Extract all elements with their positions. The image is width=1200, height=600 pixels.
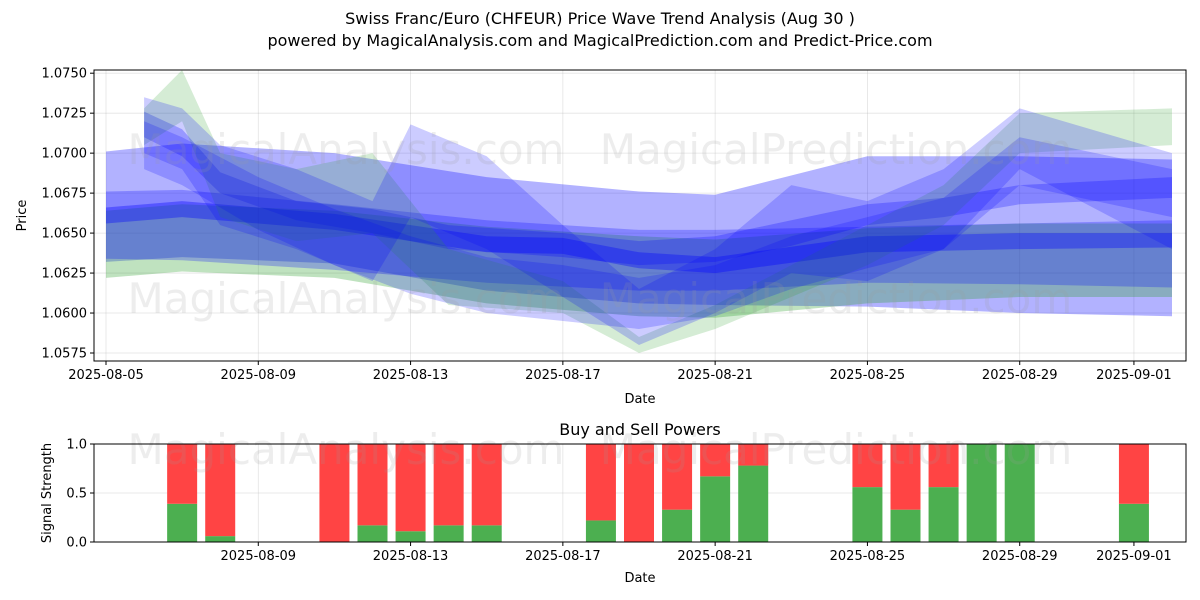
sell-power-bar xyxy=(357,444,388,526)
price-x-tick-label: 2025-08-21 xyxy=(677,368,753,383)
wave-band xyxy=(106,143,1172,317)
buy-power-bar xyxy=(357,525,388,542)
signal-x-tick-label: 2025-08-13 xyxy=(373,549,449,564)
price-y-tick-label: 1.0700 xyxy=(42,147,88,162)
price-y-axis-label: Price xyxy=(15,200,30,232)
buy-power-bar xyxy=(1004,444,1035,542)
sell-power-bar xyxy=(395,444,426,532)
signal-x-tick-label: 2025-09-01 xyxy=(1096,549,1172,564)
signal-panel: Buy and Sell Powers MagicalAnalysis.com M… xyxy=(40,420,1187,586)
watermark-text: MagicalAnalysis.com xyxy=(128,274,565,323)
wave-band xyxy=(106,189,1172,291)
sell-power-bar xyxy=(585,444,616,521)
price-x-tick-label: 2025-08-25 xyxy=(830,368,906,383)
price-x-tick-label: 2025-08-13 xyxy=(373,368,449,383)
signal-y-tick-label: 0.5 xyxy=(66,487,87,502)
price-grid xyxy=(94,70,1186,361)
price-x-tick-label: 2025-08-17 xyxy=(525,368,601,383)
price-y-tick-label: 1.0725 xyxy=(42,107,88,122)
buy-power-bar xyxy=(471,525,502,542)
signal-panel-title: Buy and Sell Powers xyxy=(559,420,721,439)
buy-power-bar xyxy=(700,476,731,542)
signal-x-tick-label: 2025-08-25 xyxy=(830,549,906,564)
watermark-text: MagicalPrediction.com xyxy=(600,425,1073,474)
signal-x-axis-label: Date xyxy=(624,571,655,586)
signal-y-axis-label: Signal Strength xyxy=(40,443,55,543)
price-x-axis-label: Date xyxy=(624,392,655,407)
wave-band xyxy=(144,121,1173,329)
price-y-tick-label: 1.0600 xyxy=(42,307,88,322)
signal-x-tick-label: 2025-08-29 xyxy=(982,549,1058,564)
sell-power-bar xyxy=(319,444,350,542)
price-x-ticks: 2025-08-05 2025-08-09 2025-08-13 2025-08-17… xyxy=(68,361,1172,383)
signal-x-ticks: 2025-08-09 2025-08-13 2025-08-17 2025-08-21… xyxy=(221,542,1172,564)
signal-bars xyxy=(167,444,1149,542)
signal-y-tick-label: 0.0 xyxy=(66,536,87,551)
buy-power-bar xyxy=(433,525,464,542)
price-axes-frame xyxy=(93,69,1187,362)
buy-power-bar xyxy=(928,487,959,542)
price-panel: MagicalAnalysis.com MagicalPrediction.com… xyxy=(15,67,1187,407)
buy-power-bar xyxy=(395,531,426,542)
price-x-tick-label: 2025-08-29 xyxy=(982,368,1058,383)
watermark-text: MagicalPrediction.com xyxy=(600,125,1073,174)
price-x-tick-label: 2025-09-01 xyxy=(1096,368,1172,383)
signal-y-ticks: 0.0 0.5 1.0 xyxy=(66,438,94,551)
wave-band xyxy=(144,111,1173,266)
price-wave-bands xyxy=(106,70,1173,353)
chart-title: Swiss Franc/Euro (CHFEUR) Price Wave Tre… xyxy=(345,9,855,28)
sell-power-bar xyxy=(1118,444,1149,504)
buy-power-bar xyxy=(205,536,236,542)
price-y-tick-label: 1.0750 xyxy=(42,67,88,82)
buy-power-bar xyxy=(966,444,997,542)
sell-power-bar xyxy=(738,444,769,466)
sell-power-bar xyxy=(433,444,464,526)
signal-x-tick-label: 2025-08-17 xyxy=(525,549,601,564)
sell-power-bar xyxy=(700,444,731,477)
wave-band xyxy=(106,201,1172,274)
buy-power-bar xyxy=(1118,503,1149,542)
price-y-ticks: 1.0575 1.0600 1.0625 1.0650 1.0675 1.0700 1.07… xyxy=(42,67,94,362)
sell-power-bar xyxy=(205,444,236,537)
buy-power-bar xyxy=(890,509,921,542)
sell-power-bar xyxy=(167,444,198,504)
price-y-tick-label: 1.0650 xyxy=(42,227,88,242)
price-y-tick-label: 1.0675 xyxy=(42,187,88,202)
signal-y-tick-label: 1.0 xyxy=(66,438,87,453)
wave-band xyxy=(106,204,1172,318)
watermark-text: MagicalAnalysis.com xyxy=(128,125,565,174)
buy-power-bar xyxy=(738,465,769,542)
buy-power-bar xyxy=(585,520,616,542)
sell-power-bar xyxy=(624,444,654,542)
buy-power-bar xyxy=(662,509,693,542)
sell-power-bar xyxy=(852,444,883,488)
sell-power-bar xyxy=(928,444,959,488)
watermark-text: MagicalAnalysis.com xyxy=(128,425,565,474)
price-y-tick-label: 1.0575 xyxy=(42,347,88,362)
signal-x-tick-label: 2025-08-09 xyxy=(221,549,297,564)
sell-power-bar xyxy=(662,444,693,510)
price-x-tick-label: 2025-08-05 xyxy=(68,368,144,383)
buy-power-bar xyxy=(852,487,883,542)
sell-power-bar xyxy=(471,444,502,526)
price-x-tick-label: 2025-08-09 xyxy=(221,368,297,383)
signal-x-tick-label: 2025-08-21 xyxy=(677,549,753,564)
wave-band xyxy=(144,97,1173,345)
chart-subtitle: powered by MagicalAnalysis.com and Magic… xyxy=(267,31,933,50)
signal-watermarks: MagicalAnalysis.com MagicalPrediction.com xyxy=(128,425,1073,474)
buy-power-bar xyxy=(167,503,198,542)
sell-power-bar xyxy=(890,444,921,510)
watermark-text: MagicalPrediction.com xyxy=(600,274,1073,323)
price-watermarks: MagicalAnalysis.com MagicalPrediction.com… xyxy=(128,125,1073,323)
wave-band xyxy=(144,70,1173,353)
price-y-tick-label: 1.0625 xyxy=(42,267,88,282)
